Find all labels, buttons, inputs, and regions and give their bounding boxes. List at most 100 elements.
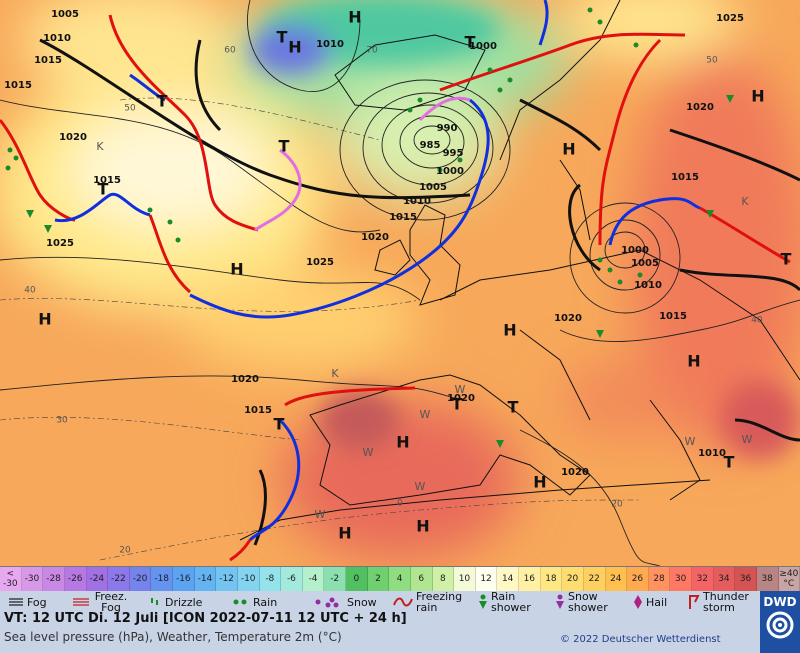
map-label: 995 — [443, 148, 464, 159]
map-label: 1000 — [469, 41, 497, 52]
scale-cell: -16 — [173, 567, 195, 591]
legend-item: Rain shower — [478, 590, 533, 614]
scale-cell: 20 — [562, 567, 584, 591]
map-label: 1015 — [4, 80, 32, 91]
scale-cell: -28 — [43, 567, 65, 591]
scale-cell: ≥40 °C — [778, 567, 800, 591]
fronts — [0, 0, 791, 562]
map-label: 1005 — [631, 258, 659, 269]
map: H H T 1005 1010 1015 1015 1020 1015 1025 1010 1000 9… — [0, 0, 800, 566]
map-label: H — [533, 473, 546, 492]
legend-item: Fog — [8, 592, 47, 612]
scale-cell: 30 — [670, 567, 692, 591]
legend-label: Snow shower — [568, 590, 608, 614]
map-label: H — [338, 524, 351, 543]
map-label: T — [274, 415, 285, 434]
legend-label: Fog — [27, 595, 47, 609]
map-label: W — [415, 480, 426, 493]
temperature-field — [0, 0, 800, 566]
map-label: 1015 — [34, 55, 62, 66]
legend-item: Freez. Fog — [72, 590, 129, 614]
legend-label: Snow — [347, 595, 377, 609]
temperature-isolines — [0, 97, 641, 561]
map-label: 1025 — [306, 257, 334, 268]
map-label: 40 — [751, 316, 763, 326]
map-label: 1010 — [634, 280, 662, 291]
scale-cell: 10 — [454, 567, 476, 591]
legend-item: Freezing rain — [393, 590, 464, 614]
map-label: H — [396, 433, 409, 452]
temperature-scale: < -30 -30 -28 -26 -24 -22 -20 -18 -16 -14 -12 -10 -8… — [0, 566, 800, 592]
scale-cell: 38 — [756, 567, 779, 591]
scale-cell: 6 — [410, 567, 433, 591]
copyright: © 2022 Deutscher Wetterdienst — [560, 634, 721, 645]
scale-cell: < -30 — [0, 567, 22, 591]
map-label: T — [452, 395, 463, 414]
legend-item: Thunder storm — [688, 591, 759, 613]
scale-cell: 26 — [627, 567, 649, 591]
map-label: 50 — [706, 56, 718, 66]
scale-cell: -30 — [21, 567, 44, 591]
map-label: K — [331, 367, 339, 380]
map-labels: H H T 1005 1010 1015 1015 1020 1015 1025 1010 1000 9… — [4, 8, 791, 556]
scale-cell: 22 — [583, 567, 606, 591]
map-label: W — [315, 508, 326, 521]
map-label: 1020 — [561, 467, 589, 478]
scale-cell: -24 — [86, 567, 109, 591]
map-label: 1025 — [716, 13, 744, 24]
map-label: H — [503, 321, 516, 340]
scale-cell: 34 — [713, 567, 736, 591]
map-label: 1015 — [659, 311, 687, 322]
map-label: T — [508, 398, 519, 417]
scale-cell: -26 — [64, 567, 87, 591]
map-label: W — [685, 435, 696, 448]
scale-cell: 12 — [475, 567, 498, 591]
legend-label: Freezing rain — [416, 590, 463, 614]
precipitation-symbols — [5, 7, 734, 448]
map-label: 70 — [366, 46, 378, 56]
map-label: H — [348, 8, 361, 27]
map-label: 50 — [124, 104, 136, 114]
scale-cell: -6 — [281, 567, 303, 591]
map-label: T — [98, 180, 109, 199]
map-label: 1005 — [51, 9, 79, 20]
logo-text: DWD — [763, 595, 797, 609]
map-label: 0 — [397, 499, 403, 509]
map-label: 1020 — [59, 132, 87, 143]
map-label: W — [363, 446, 374, 459]
map-label: 1020 — [554, 313, 582, 324]
map-label: H — [288, 38, 301, 57]
legend-item: Drizzle — [148, 592, 202, 612]
map-label: 30 — [56, 416, 68, 426]
scale-cell: -4 — [302, 567, 325, 591]
legend-label: Drizzle — [165, 595, 203, 609]
scale-cell: 24 — [605, 567, 628, 591]
map-label: 1010 — [316, 39, 344, 50]
map-label: 1020 — [231, 374, 259, 385]
map-label: H — [416, 517, 429, 536]
map-label: 985 — [420, 140, 441, 151]
legend-item: Snow shower — [555, 590, 610, 614]
map-label: T — [781, 250, 792, 269]
map-label: 1015 — [93, 175, 121, 186]
map-label: 1020 — [447, 393, 475, 404]
map-label: T — [279, 137, 290, 156]
legend-item: Rain — [232, 592, 277, 612]
scale-cell: -10 — [237, 567, 260, 591]
scale-cell: -18 — [151, 567, 173, 591]
scale-cell: -14 — [194, 567, 217, 591]
map-label: H — [562, 140, 575, 159]
map-label: T — [724, 453, 735, 472]
map-label: 20 — [611, 500, 623, 510]
scale-cell: 16 — [519, 567, 541, 591]
legend-label: Rain shower — [491, 590, 531, 614]
valid-time: VT: 12 UTC Di. 12 Juli [ICON 2022-07-11 … — [4, 611, 407, 626]
map-label: 1000 — [436, 166, 464, 177]
legend-label: Freez. Fog — [94, 590, 128, 614]
scale-cell: 36 — [735, 567, 757, 591]
legend-item: Snow — [314, 592, 377, 612]
scale-cell: 0 — [346, 567, 368, 591]
scale-cell: -2 — [324, 567, 346, 591]
map-label: 1010 — [403, 196, 431, 207]
map-label: 1015 — [389, 212, 417, 223]
